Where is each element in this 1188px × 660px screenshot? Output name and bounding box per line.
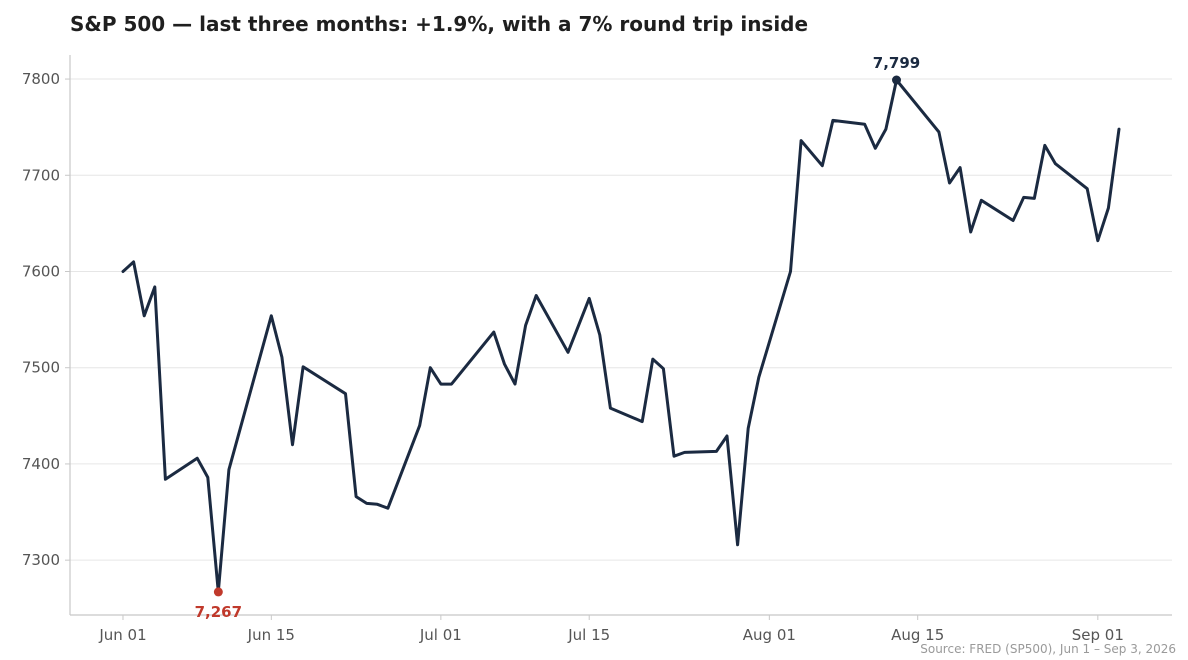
x-tick-label: Aug 15 [891, 626, 944, 644]
price-line [121, 78, 1121, 594]
axes [69, 55, 1172, 616]
y-tick-labels: 7300 7400 7500 7600 7700 7800 [22, 70, 70, 569]
x-tick-label: Jun 01 [98, 626, 146, 644]
source-note: Source: FRED (SP500), Jun 1 – Sep 3, 202… [920, 642, 1176, 656]
annotations: 7,267 7,799 [195, 54, 921, 621]
series [121, 78, 1121, 594]
x-tick-label: Aug 01 [743, 626, 796, 644]
y-tick-label: 7800 [22, 70, 60, 88]
y-tick-label: 7700 [22, 166, 60, 184]
x-tick-label: Sep 01 [1072, 626, 1124, 644]
chart-title: S&P 500 — last three months: +1.9%, with… [70, 12, 809, 36]
high-point-label: 7,799 [873, 54, 920, 72]
y-tick-label: 7500 [22, 359, 60, 377]
y-tick-label: 7600 [22, 262, 60, 280]
high-point-marker [892, 75, 901, 85]
x-tick-label: Jul 01 [419, 626, 462, 644]
x-tick-labels: Jun 01 Jun 15 Jul 01 Jul 15 Aug 01 Aug 15 Sep … [98, 615, 1124, 644]
x-tick-label: Jul 15 [567, 626, 610, 644]
low-point-label: 7,267 [195, 603, 242, 621]
y-tick-label: 7300 [22, 551, 60, 569]
low-point-marker [213, 587, 223, 597]
y-tick-label: 7400 [22, 455, 60, 473]
x-tick-label: Jun 15 [247, 626, 295, 644]
gridlines [70, 78, 1172, 561]
